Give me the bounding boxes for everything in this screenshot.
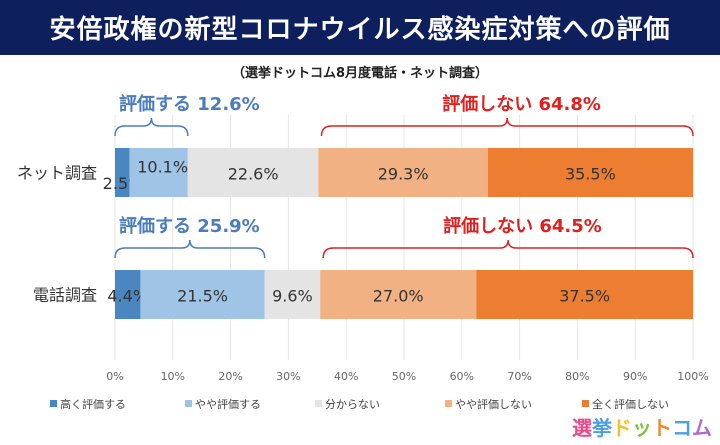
data-label: 10.1% bbox=[137, 158, 188, 177]
bracket-label: 評価する 12.6% bbox=[119, 93, 260, 115]
logo: 選挙ドットコム bbox=[572, 416, 712, 440]
chart-title: 安倍政権の新型コロナウイルス感染症対策への評価 bbox=[0, 0, 720, 55]
data-label: 21.5% bbox=[177, 287, 228, 306]
legend-swatch bbox=[582, 400, 589, 407]
legend-swatch bbox=[315, 400, 322, 407]
data-label: 29.3% bbox=[378, 165, 429, 184]
x-tick-label: 20% bbox=[218, 370, 242, 383]
legend-label: やや評価する bbox=[195, 397, 261, 411]
legend-swatch bbox=[445, 400, 452, 407]
bar-segment bbox=[115, 270, 141, 319]
x-tick-label: 100% bbox=[677, 370, 708, 383]
data-label: 22.6% bbox=[228, 165, 279, 184]
data-label: 27.0% bbox=[373, 287, 424, 306]
bar-segment bbox=[320, 270, 477, 319]
bracket-label: 評価しない 64.5% bbox=[443, 215, 602, 237]
data-label: 4.4% bbox=[107, 287, 148, 306]
bar-segment bbox=[129, 148, 188, 197]
x-tick-label: 70% bbox=[507, 370, 531, 383]
category-label: ネット調査 bbox=[17, 164, 97, 183]
legend-swatch bbox=[185, 400, 192, 407]
x-tick-label: 50% bbox=[392, 370, 416, 383]
bar-segment bbox=[476, 270, 693, 319]
bracket bbox=[114, 239, 266, 259]
bracket-label: 評価しない 64.8% bbox=[442, 93, 601, 115]
legend-label: 全く評価しない bbox=[592, 397, 669, 411]
x-tick-label: 30% bbox=[276, 370, 300, 383]
bracket-label: 評価する 25.9% bbox=[119, 215, 260, 237]
bracket bbox=[320, 117, 694, 137]
bar-segment bbox=[264, 270, 321, 319]
bracket bbox=[114, 117, 189, 137]
legend-swatch bbox=[50, 400, 57, 407]
legend-label: 分からない bbox=[325, 398, 380, 411]
bar-segment bbox=[187, 148, 319, 197]
x-tick-label: 40% bbox=[334, 370, 358, 383]
x-tick-label: 80% bbox=[565, 370, 589, 383]
x-tick-label: 10% bbox=[161, 370, 185, 383]
bar-segment bbox=[487, 148, 693, 197]
legend-label: やや評価しない bbox=[455, 397, 532, 411]
x-tick-label: 60% bbox=[450, 370, 474, 383]
bar-segment bbox=[140, 270, 265, 319]
data-label: 35.5% bbox=[565, 165, 616, 184]
bracket bbox=[322, 239, 694, 259]
bar-segment bbox=[115, 148, 130, 197]
x-tick-label: 90% bbox=[623, 370, 647, 383]
x-tick-label: 0% bbox=[106, 370, 123, 383]
data-label: 37.5% bbox=[559, 287, 610, 306]
data-label: 9.6% bbox=[272, 287, 313, 306]
category-label: 電話調査 bbox=[33, 286, 97, 305]
chart-subtitle: （選挙ドットコム8月度電話・ネット調査） bbox=[231, 66, 489, 81]
bar-segment bbox=[318, 148, 488, 197]
legend-label: 高く評価する bbox=[60, 397, 126, 411]
